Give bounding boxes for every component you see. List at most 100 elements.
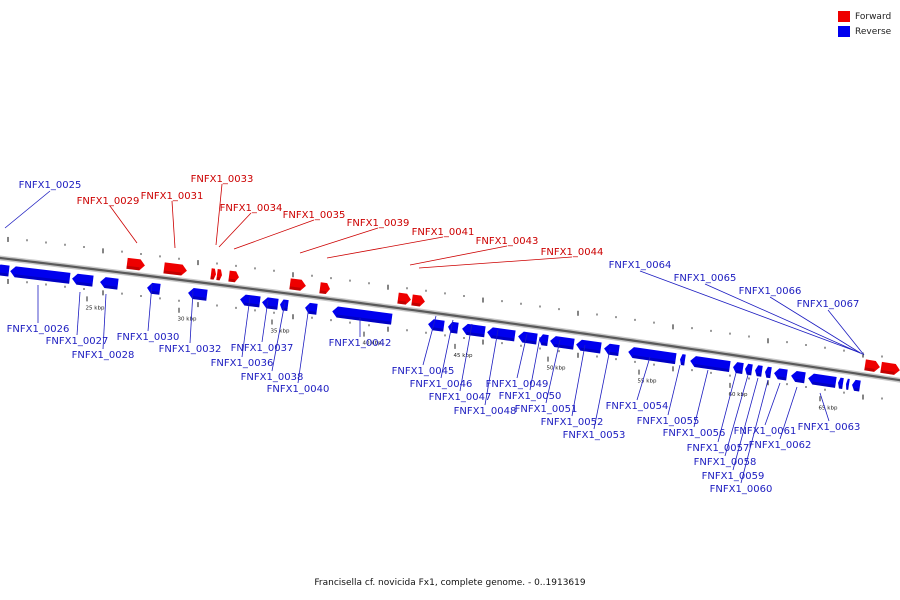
reverse-gene[interactable] [146,282,161,295]
gene-label-fnfx1-0033[interactable]: FNFX1_0033 [191,174,254,185]
gene-body [539,334,549,347]
gene-label-fnfx1-0050[interactable]: FNFX1_0050 [499,391,562,402]
reverse-gene[interactable] [603,343,620,357]
reverse-gene[interactable] [10,266,71,284]
gene-labels[interactable]: FNFX1_0029 FNFX1_0031 FNFX1_0033 FNFX1_0034… [7,174,861,495]
label-leader [4,190,51,229]
gene-label-fnfx1-0062[interactable]: FNFX1_0062 [749,440,812,451]
reverse-gene[interactable] [239,294,261,308]
reverse-gene[interactable] [744,363,753,376]
gene-label-fnfx1-0052[interactable]: FNFX1_0052 [541,417,604,428]
reverse-gene[interactable] [754,365,763,377]
gene-label-fnfx1-0056[interactable]: FNFX1_0056 [663,428,726,439]
reverse-gene[interactable] [764,366,772,379]
gene-label-fnfx1-0025[interactable]: FNFX1_0025 [19,180,82,191]
gene-label-fnfx1-0060[interactable]: FNFX1_0060 [710,484,773,495]
gene-label-fnfx1-0061[interactable]: FNFX1_0061 [734,426,797,437]
gene-label-fnfx1-0026[interactable]: FNFX1_0026 [7,324,70,335]
gene-label-fnfx1-0058[interactable]: FNFX1_0058 [694,457,757,468]
forward-gene[interactable] [880,361,900,376]
reverse-gene[interactable] [427,319,445,332]
reverse-gene[interactable] [549,335,575,350]
gene-label-fnfx1-0043[interactable]: FNFX1_0043 [476,236,539,247]
gene-body [864,359,880,372]
gene-label-fnfx1-0046[interactable]: FNFX1_0046 [410,379,473,390]
gene-shade [319,290,327,295]
gene-label-fnfx1-0042[interactable]: FNFX1_0042 [329,338,392,349]
forward-gene[interactable] [126,257,145,271]
reverse-gene[interactable] [71,273,94,287]
gene-label-fnfx1-0037[interactable]: FNFX1_0037 [231,343,294,354]
reverse-gene[interactable] [851,379,861,392]
forward-gene[interactable] [216,269,222,281]
gene-label-fnfx1-0027[interactable]: FNFX1_0027 [46,336,109,347]
gene-label-fnfx1-0031[interactable]: FNFX1_0031 [141,191,204,202]
gene-label-fnfx1-0044[interactable]: FNFX1_0044 [541,247,604,258]
forward-gene[interactable] [397,292,411,306]
reverse-gene[interactable] [261,297,279,310]
gene-label-fnfx1-0039[interactable]: FNFX1_0039 [347,218,410,229]
gene-label-fnfx1-0030[interactable]: FNFX1_0030 [117,332,180,343]
gene-label-fnfx1-0063[interactable]: FNFX1_0063 [798,422,861,433]
gene-shade [864,367,875,372]
gene-label-fnfx1-0054[interactable]: FNFX1_0054 [606,401,669,412]
reverse-gene[interactable] [679,354,686,366]
forward-gene[interactable] [319,282,330,295]
reverse-gene[interactable] [575,339,602,354]
gene-body [487,327,516,342]
reverse-gene[interactable] [517,331,538,345]
reverse-gene[interactable] [332,306,393,325]
gene-label-fnfx1-0038[interactable]: FNFX1_0038 [241,372,304,383]
reverse-gene[interactable] [187,287,208,301]
reverse-gene[interactable] [845,378,850,390]
reverse-gene[interactable] [447,321,459,334]
reverse-gene[interactable] [461,323,486,338]
gene-label-fnfx1-0028[interactable]: FNFX1_0028 [72,350,135,361]
gene-label-fnfx1-0049[interactable]: FNFX1_0049 [486,379,549,390]
gene-label-fnfx1-0041[interactable]: FNFX1_0041 [412,227,475,238]
gene-label-fnfx1-0045[interactable]: FNFX1_0045 [392,366,455,377]
forward-gene[interactable] [228,270,239,283]
gene-label-fnfx1-0029[interactable]: FNFX1_0029 [77,196,140,207]
reverse-gene[interactable] [0,264,10,277]
gene-shade [266,305,278,310]
gene-label-fnfx1-0032[interactable]: FNFX1_0032 [159,344,222,355]
gene-label-fnfx1-0055[interactable]: FNFX1_0055 [637,416,700,427]
reverse-gene[interactable] [807,373,837,388]
gene-label-fnfx1-0053[interactable]: FNFX1_0053 [563,430,626,441]
gene-label-fnfx1-0051[interactable]: FNFX1_0051 [515,404,578,415]
gene-label-fnfx1-0057[interactable]: FNFX1_0057 [687,443,750,454]
gene-label-fnfx1-0048[interactable]: FNFX1_0048 [454,406,517,417]
gene-features[interactable] [0,257,900,392]
forward-gene[interactable] [210,268,216,280]
reverse-gene[interactable] [790,370,806,384]
gene-label-fnfx1-0059[interactable]: FNFX1_0059 [702,471,765,482]
gene-label-fnfx1-0067[interactable]: FNFX1_0067 [797,299,860,310]
gene-label-fnfx1-0047[interactable]: FNFX1_0047 [429,392,492,403]
gene-label-fnfx1-0066[interactable]: FNFX1_0066 [739,286,802,297]
gene-label-fnfx1-0040[interactable]: FNFX1_0040 [267,384,330,395]
gene-label-fnfx1-0064[interactable]: FNFX1_0064 [609,260,672,271]
gene-label-fnfx1-0035[interactable]: FNFX1_0035 [283,210,346,221]
gene-label-leaders [4,183,865,484]
gene-label-fnfx1-0065[interactable]: FNFX1_0065 [674,273,737,284]
gene-body [690,356,731,373]
reverse-gene[interactable] [486,327,516,342]
gene-label-fnfx1-0036[interactable]: FNFX1_0036 [211,358,274,369]
reverse-gene[interactable] [538,334,549,347]
reverse-gene[interactable] [99,277,119,290]
reverse-gene[interactable] [627,346,677,365]
forward-gene[interactable] [289,278,306,291]
forward-gene[interactable] [411,294,425,307]
reverse-gene[interactable] [304,302,318,315]
forward-gene[interactable] [864,359,880,372]
gene-label-fnfx1-0034[interactable]: FNFX1_0034 [220,203,283,214]
reverse-gene[interactable] [837,377,844,389]
gene-shade [880,369,895,375]
reverse-gene[interactable] [773,368,788,381]
gene-body [0,264,10,277]
reverse-gene[interactable] [732,362,744,374]
reverse-gene[interactable] [689,355,731,373]
forward-gene[interactable] [163,262,187,276]
